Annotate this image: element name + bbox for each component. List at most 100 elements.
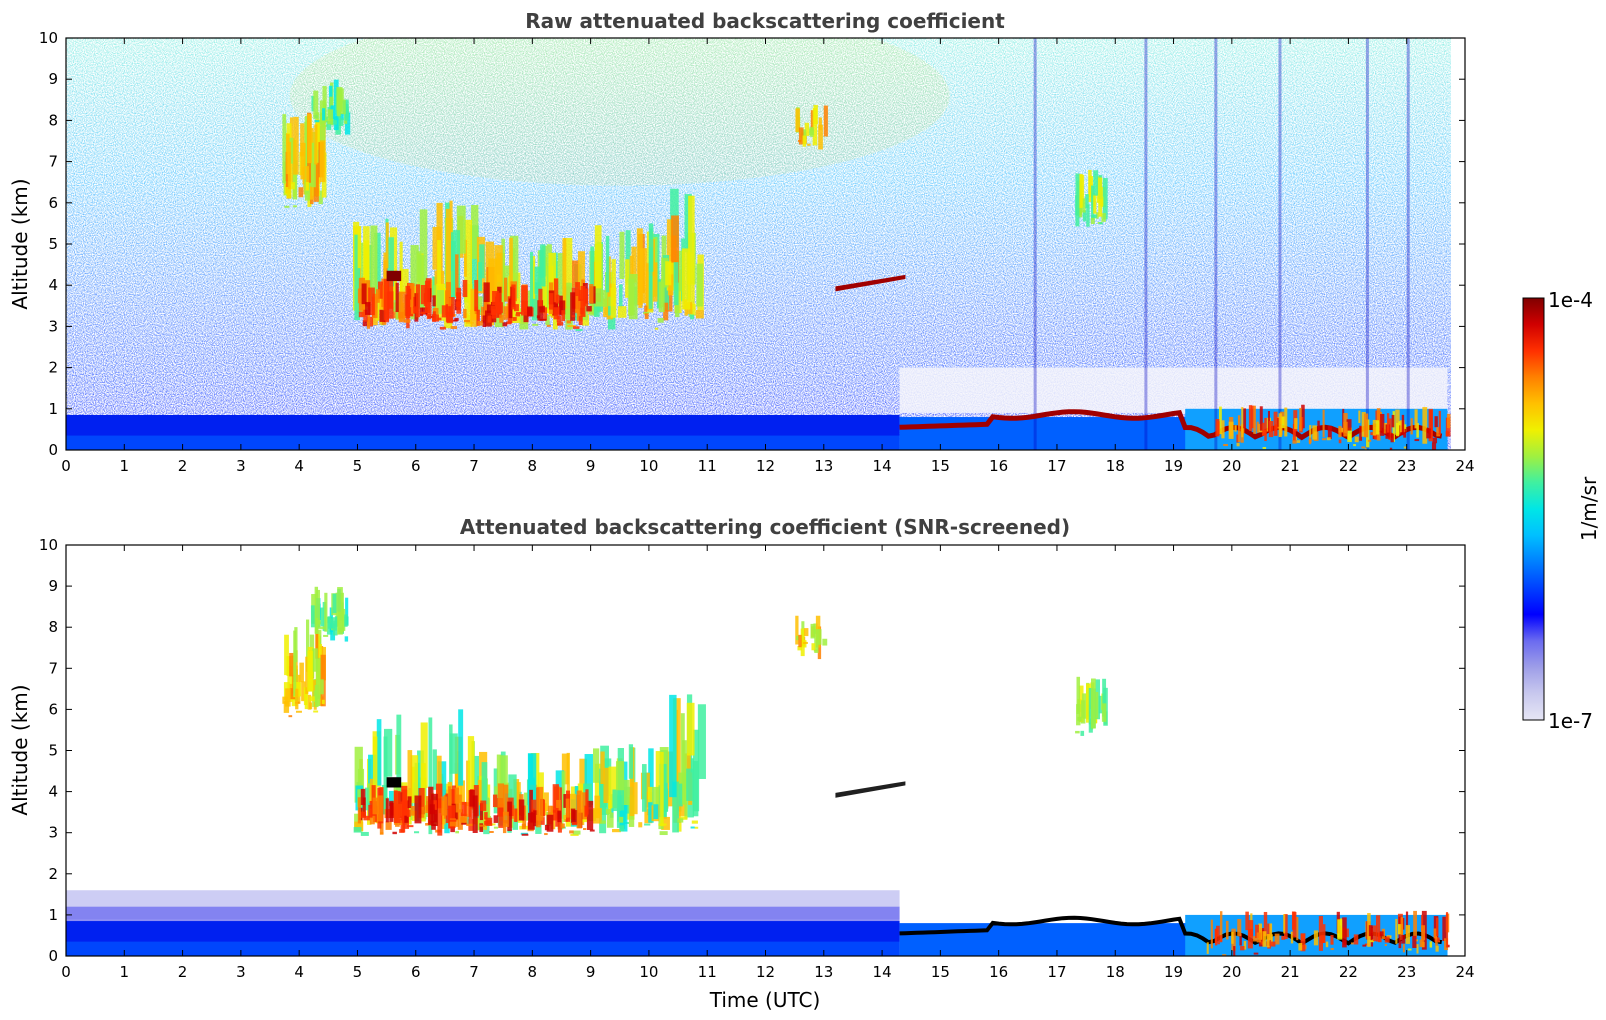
cloud-core-streak: [425, 823, 429, 826]
cirrus-streak: [289, 652, 294, 677]
cirrus-streak: [802, 135, 806, 147]
cloud-core-streak: [372, 797, 380, 815]
cirrus-streak: [323, 634, 329, 637]
cirrus-streak: [817, 629, 822, 645]
cloud-core-streak: [420, 311, 426, 315]
cloud-core-streak: [536, 786, 544, 821]
cloud-streak: [437, 240, 441, 286]
cloud-streak: [432, 749, 437, 790]
x-tick-label: 13: [814, 457, 833, 475]
cloud-core-streak: [368, 804, 373, 818]
cloud-core-streak: [357, 797, 361, 824]
cloud-core-streak: [561, 310, 566, 322]
cloud-core-streak: [479, 824, 486, 827]
cloud-streak: [643, 311, 650, 314]
cloud-streak: [539, 249, 544, 278]
y-tick-label: 10: [39, 536, 58, 554]
low-cloud-streak: [1401, 934, 1406, 944]
cloud-core-streak: [492, 794, 498, 808]
cirrus-streak: [344, 614, 348, 627]
low-cloud-streak: [1221, 420, 1225, 439]
x-tick-label: 14: [873, 963, 892, 981]
cloud-core-streak: [511, 284, 516, 310]
cloud-streak: [567, 793, 577, 820]
low-cloud-streak: [1243, 408, 1247, 429]
isolated-cloud-streak: [1086, 204, 1090, 227]
low-cloud-streak: [1281, 936, 1286, 940]
cirrus-streak: [311, 142, 316, 188]
low-cloud-streak: [1364, 413, 1369, 438]
low-cloud-streak: [1386, 413, 1390, 433]
x-tick-label: 0: [61, 457, 71, 475]
isolated-cloud-streak: [1085, 194, 1089, 209]
x-tick-label: 1: [120, 963, 130, 981]
low-cloud-streak: [1421, 914, 1424, 932]
low-cloud-streak: [1384, 943, 1387, 946]
isolated-cloud-streak: [1101, 703, 1107, 722]
cloud-streak: [608, 296, 613, 308]
cloud-core-streak: [398, 291, 406, 323]
x-tick-label: 4: [294, 457, 304, 475]
cloud-streak: [697, 704, 706, 779]
cloud-streak: [663, 788, 669, 812]
low-cloud-streak: [1312, 425, 1317, 440]
cloud-streak: [488, 258, 497, 316]
cloud-core-streak: [516, 312, 523, 315]
cloud-streak: [677, 818, 684, 823]
cloud-streak: [600, 820, 606, 824]
cloud-core-streak: [548, 293, 554, 310]
low-cloud-streak: [1261, 433, 1267, 436]
cloud-core-streak: [477, 321, 483, 326]
low-cloud-streak: [1435, 937, 1438, 946]
cloud-streak: [691, 303, 696, 316]
boundary-layer-core: [66, 435, 900, 450]
cloud-streak: [619, 816, 624, 823]
y-axis-label: Altitude (km): [8, 684, 32, 815]
isolated-cloud-streak: [1088, 687, 1093, 733]
low-cloud-streak: [1429, 941, 1433, 948]
cloud-core-streak: [410, 806, 415, 816]
cirrus-streak: [344, 99, 349, 121]
cloud-streak: [628, 744, 634, 779]
cloud-core-streak: [393, 790, 401, 824]
cloud-core-streak: [415, 284, 420, 318]
cloud-core-streak: [432, 311, 436, 315]
cloud-core-streak: [450, 825, 455, 833]
y-tick-label: 6: [48, 700, 58, 718]
cloud-streak: [354, 821, 364, 832]
dense-spot: [386, 777, 402, 788]
low-cloud-streak: [1327, 426, 1332, 440]
x-tick-label: 1: [120, 457, 130, 475]
isolated-cloud-streak: [1093, 194, 1097, 214]
low-cloud-streak: [1368, 925, 1373, 937]
cloud-core-streak: [362, 797, 366, 817]
cloud-streak: [606, 812, 614, 828]
low-cloud-streak: [1270, 941, 1276, 947]
low-cloud-streak: [1402, 944, 1405, 953]
y-tick-label: 10: [39, 29, 58, 47]
cloud-core-streak: [565, 798, 570, 818]
low-cloud-streak: [1361, 446, 1366, 449]
cloud-streak: [509, 237, 513, 303]
cloud-core-streak: [497, 783, 505, 808]
cirrus-streak: [331, 120, 337, 125]
cloud-core-streak: [426, 314, 432, 320]
x-tick-label: 12: [756, 963, 775, 981]
cloud-core-streak: [484, 812, 488, 820]
cloud-core-streak: [362, 320, 367, 327]
cloud-core-streak: [408, 307, 414, 317]
y-tick-label: 2: [48, 359, 58, 377]
cirrus-streak: [318, 190, 323, 205]
cloud-core-streak: [387, 291, 394, 319]
low-cloud-streak: [1243, 940, 1247, 950]
cloud-core-streak: [431, 823, 436, 830]
cloud-streak: [458, 709, 464, 786]
low-cloud-streak: [1414, 409, 1418, 429]
cloud-streak: [376, 719, 382, 786]
low-cloud-streak: [1337, 919, 1343, 940]
y-tick-label: 4: [48, 276, 58, 294]
cloud-core-streak: [389, 800, 394, 819]
cloud-streak: [417, 750, 424, 801]
isolated-cloud-streak: [1098, 177, 1103, 217]
y-axis-label: Altitude (km): [8, 178, 32, 309]
